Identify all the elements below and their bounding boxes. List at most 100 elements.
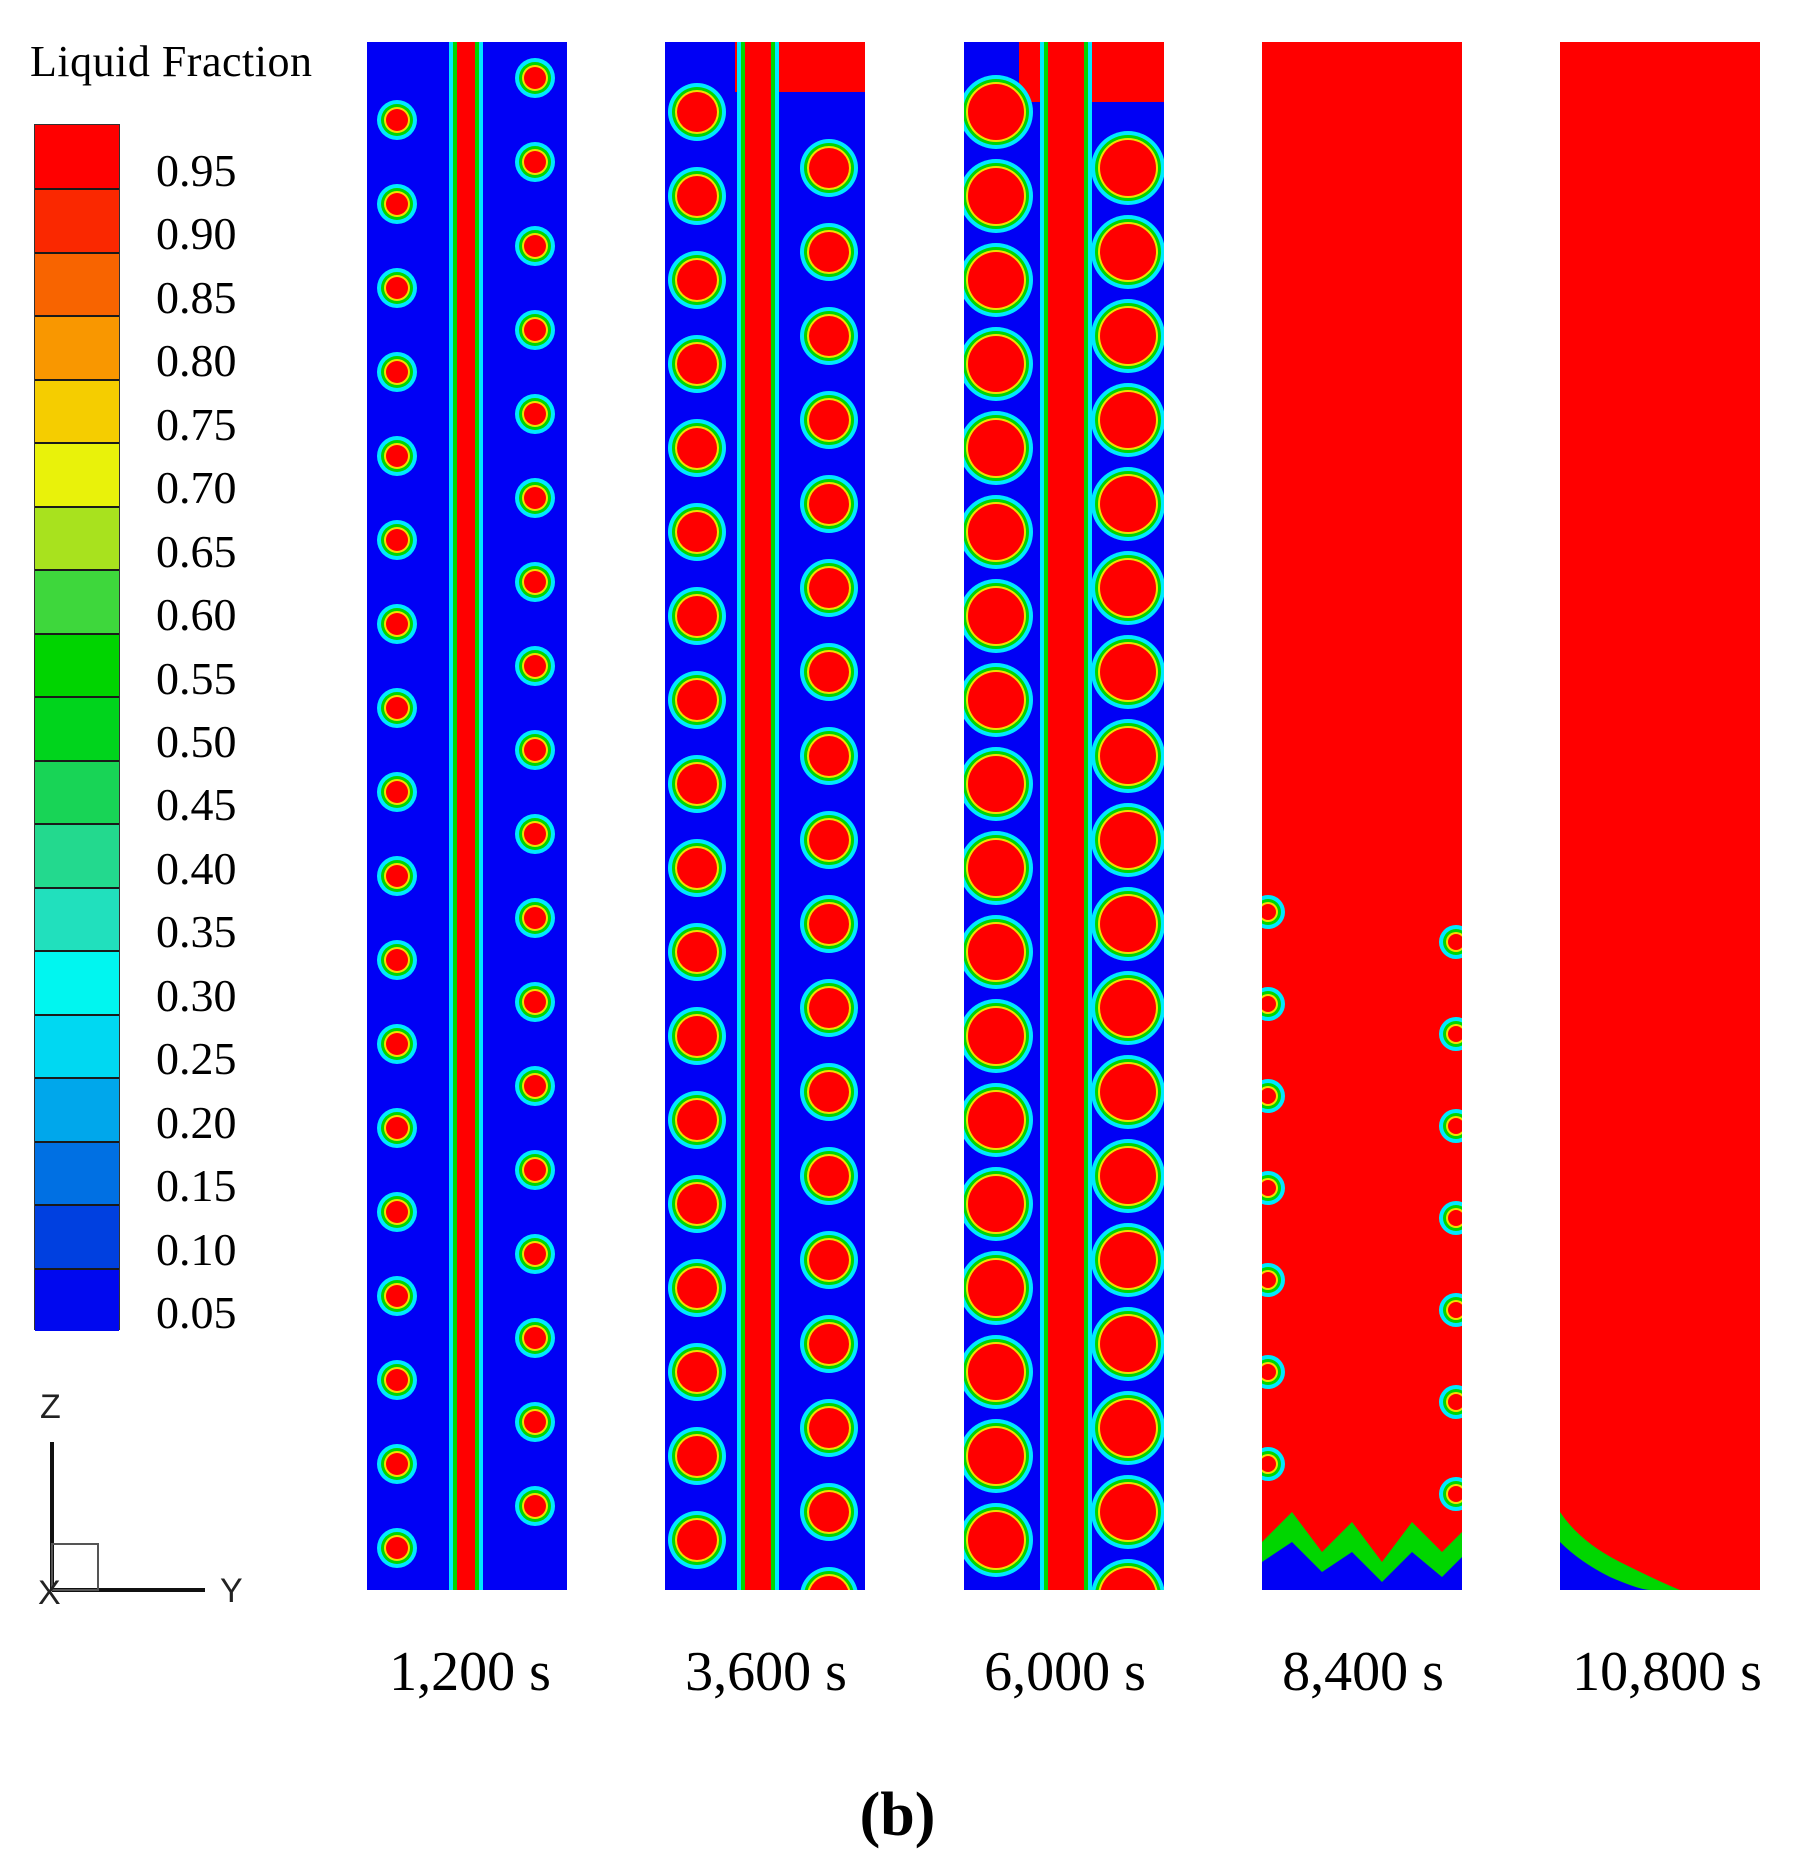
right-fin-melt-14 (809, 1324, 849, 1364)
left-fin-melt-0 (386, 109, 408, 131)
right-fin-melt-9 (1100, 896, 1156, 952)
colorbar-swatch-8 (35, 632, 119, 697)
left-fin-melt-16 (677, 1436, 717, 1476)
right-wall-interface-0 (1448, 934, 1462, 950)
left-fin-melt-7 (386, 697, 408, 719)
colorbar-swatch-13 (35, 950, 119, 1014)
left-fin-melt-10 (386, 949, 408, 971)
right-fin-melt-16 (524, 1411, 546, 1433)
colorbar-swatch-5 (35, 442, 119, 506)
contour-panel-8400s (1262, 42, 1462, 1590)
right-fin-melt-3 (809, 400, 849, 440)
colorbar-tick-label: 0.55 (156, 652, 237, 704)
colorbar-swatch-17 (35, 1204, 119, 1268)
left-fin-melt-7 (968, 672, 1024, 728)
contour-panel-1200s (367, 42, 567, 1590)
right-fin-melt-15 (809, 1408, 849, 1448)
right-wall-interface-3 (1448, 1210, 1462, 1226)
left-wall-interface-1 (1262, 996, 1276, 1012)
left-fin-melt-3 (386, 361, 408, 383)
y-axis-label: Y (220, 1572, 243, 1610)
legend-title: Liquid Fraction (30, 37, 313, 86)
left-fin-melt-8 (386, 781, 408, 803)
right-wall-interface-1 (1448, 1026, 1462, 1042)
z-axis-label: Z (40, 1388, 61, 1426)
contour-panel-3600s (665, 42, 865, 1590)
colorbar-swatch-0 (35, 125, 119, 189)
left-fin-melt-2 (386, 277, 408, 299)
right-wall-interface-2 (1448, 1118, 1462, 1134)
colorbar-swatch-11 (35, 823, 119, 887)
right-fin-melt-3 (1100, 392, 1156, 448)
left-fin-melt-3 (677, 344, 717, 384)
right-fin-melt-6 (809, 652, 849, 692)
left-fin-melt-13 (386, 1201, 408, 1223)
left-fin-melt-13 (968, 1176, 1024, 1232)
right-fin-melt-13 (524, 1159, 546, 1181)
time-label-1200s: 1,200 s (389, 1641, 551, 1703)
central-tube-melt (745, 42, 771, 1590)
right-fin-melt-11 (1100, 1064, 1156, 1120)
colorbar-tick-label: 0.70 (156, 462, 237, 514)
right-fin-melt-4 (809, 484, 849, 524)
right-fin-melt-13 (1100, 1232, 1156, 1288)
left-fin-melt-4 (968, 420, 1024, 476)
right-fin-melt-2 (809, 316, 849, 356)
colorbar-swatch-4 (35, 378, 119, 443)
contour-panel-10800s (1560, 42, 1760, 1590)
colorbar-swatch-2 (35, 251, 119, 316)
right-fin-melt-1 (809, 232, 849, 272)
colorbar-tick-label: 0.65 (156, 525, 237, 577)
time-label-10800s: 10,800 s (1572, 1641, 1762, 1703)
left-fin-melt-8 (968, 756, 1024, 812)
left-fin-melt-14 (386, 1285, 408, 1307)
left-wall-interface-0 (1262, 904, 1276, 920)
right-fin-melt-1 (1100, 224, 1156, 280)
left-fin-melt-15 (386, 1369, 408, 1391)
right-fin-melt-15 (1100, 1400, 1156, 1456)
left-fin-melt-10 (968, 924, 1024, 980)
colorbar-swatch-10 (35, 759, 119, 824)
right-fin-melt-9 (809, 904, 849, 944)
panel-1200s (367, 42, 567, 1590)
left-fin-melt-2 (677, 260, 717, 300)
right-fin-melt-0 (524, 67, 546, 89)
colorbar-tick-label: 0.20 (156, 1096, 237, 1148)
left-fin-melt-5 (968, 504, 1024, 560)
right-fin-melt-14 (524, 1243, 546, 1265)
left-fin-melt-17 (386, 1537, 408, 1559)
colorbar-tick-label: 0.05 (156, 1287, 237, 1339)
right-fin-melt-3 (524, 319, 546, 341)
bottom-solid (1560, 1542, 1650, 1590)
right-fin-melt-11 (524, 991, 546, 1013)
right-fin-melt-16 (1100, 1484, 1156, 1540)
left-wall-interface-5 (1262, 1364, 1276, 1380)
left-fin-melt-3 (968, 336, 1024, 392)
right-wall-interface-6 (1448, 1486, 1462, 1502)
colorbar-swatch-15 (35, 1077, 119, 1141)
left-fin-melt-5 (386, 529, 408, 551)
colorbar-swatch-18 (35, 1267, 119, 1331)
right-wall-interface-5 (1448, 1394, 1462, 1410)
colorbar-tick-label: 0.80 (156, 335, 237, 387)
bottom-solid (1262, 1542, 1462, 1590)
left-wall-interface-6 (1262, 1456, 1276, 1472)
right-wall-interface-4 (1448, 1302, 1462, 1318)
liquid-region (1262, 42, 1462, 1590)
left-fin-melt-0 (677, 92, 717, 132)
right-fin-melt-12 (524, 1075, 546, 1097)
central-tube-melt (457, 42, 475, 1590)
left-fin-melt-6 (677, 596, 717, 636)
left-fin-melt-11 (386, 1033, 408, 1055)
left-fin-melt-6 (968, 588, 1024, 644)
left-fin-melt-7 (677, 680, 717, 720)
left-fin-melt-14 (968, 1260, 1024, 1316)
right-fin-melt-8 (1100, 812, 1156, 868)
left-fin-melt-11 (677, 1016, 717, 1056)
color-bar (34, 124, 120, 1331)
left-fin-melt-12 (968, 1092, 1024, 1148)
right-fin-melt-5 (809, 568, 849, 608)
panel-10800s (1560, 42, 1760, 1590)
axis-triad: Z Y X (30, 1380, 250, 1612)
right-fin-melt-11 (809, 1072, 849, 1112)
